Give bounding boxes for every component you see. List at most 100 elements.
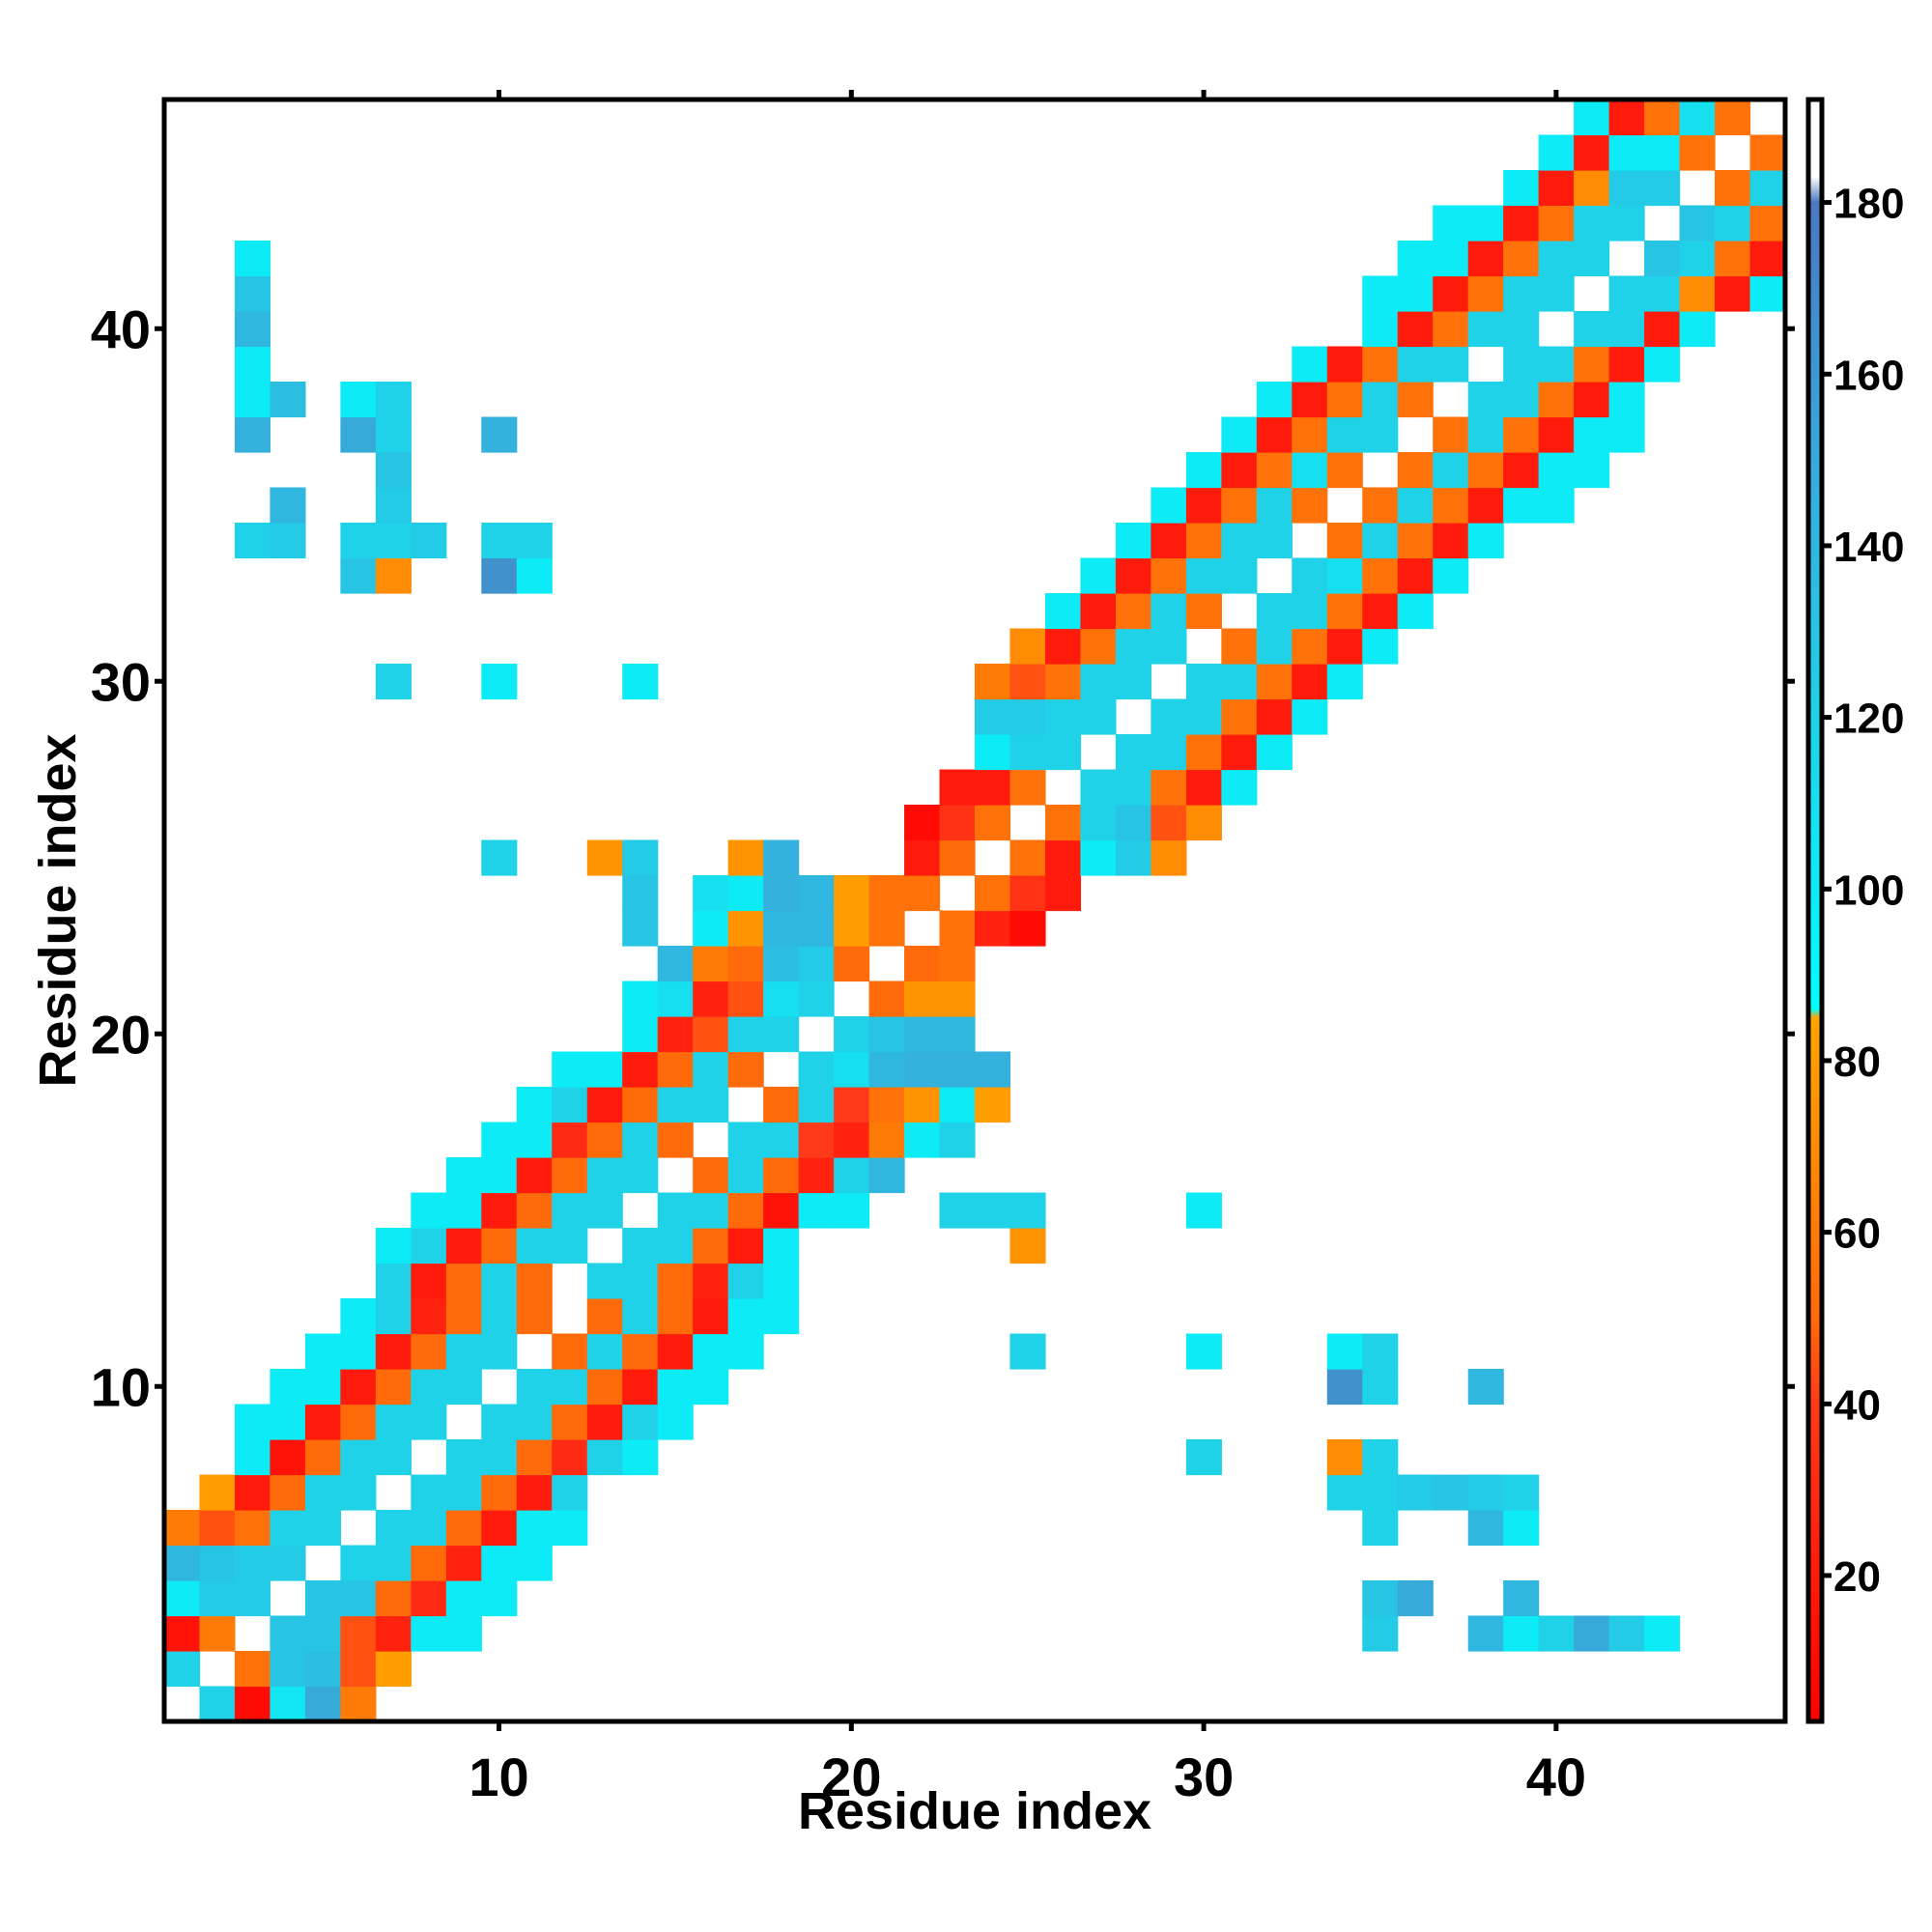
heatmap-cell [1503, 311, 1540, 348]
heatmap-cell [763, 1263, 800, 1299]
heatmap-cell [693, 980, 729, 1017]
heatmap-cell [763, 946, 800, 982]
heatmap-cell [1115, 523, 1151, 559]
heatmap-cell [798, 1051, 835, 1088]
heatmap-cell [1608, 205, 1645, 242]
heatmap-cell [1080, 628, 1117, 665]
heatmap-cell [481, 1333, 518, 1370]
heatmap-cell [445, 1228, 482, 1264]
heatmap-cell [445, 1510, 482, 1547]
heatmap-cell [1080, 805, 1117, 841]
heatmap-cell [1467, 452, 1504, 489]
heatmap-cell [1326, 1333, 1363, 1370]
heatmap-cell [304, 1404, 341, 1440]
heatmap-cell [1397, 452, 1434, 489]
heatmap-cell [1467, 1615, 1504, 1652]
heatmap-cell [1433, 416, 1469, 453]
heatmap-cell [1185, 698, 1222, 735]
heatmap-cell [516, 1474, 553, 1511]
heatmap-cell [868, 910, 905, 947]
heatmap-cell [199, 1615, 236, 1652]
heatmap-cell [340, 416, 377, 453]
heatmap-cell [1362, 1510, 1399, 1547]
heatmap-cell [1362, 557, 1399, 594]
heatmap-cell [868, 1122, 905, 1158]
heatmap-cell [1292, 452, 1328, 489]
heatmap-cell [1185, 769, 1222, 806]
heatmap-cell [340, 382, 377, 418]
heatmap-cell [1362, 1580, 1399, 1617]
heatmap-cell [1009, 839, 1046, 876]
heatmap-cell [411, 1263, 447, 1299]
heatmap-cell [1044, 628, 1082, 665]
heatmap-cell [798, 1087, 835, 1123]
heatmap-cell [1715, 205, 1751, 242]
heatmap-cell [727, 1051, 764, 1088]
heatmap-cell [1538, 487, 1575, 524]
heatmap-cell [1009, 910, 1046, 947]
heatmap-cell [763, 980, 800, 1017]
heatmap-cell [481, 1510, 518, 1547]
heatmap-cell [1009, 734, 1046, 771]
heatmap-cell [727, 875, 764, 912]
heatmap-cell [199, 1474, 236, 1511]
heatmap-cell [1185, 557, 1222, 594]
heatmap-cell [1538, 170, 1575, 207]
heatmap-cell [340, 1333, 377, 1370]
heatmap-cell [1292, 664, 1328, 700]
heatmap-cell [657, 1404, 694, 1440]
heatmap-cell [552, 1404, 588, 1440]
heatmap-cell [445, 1474, 482, 1511]
heatmap-cell [411, 1510, 447, 1547]
heatmap-cell [1151, 769, 1187, 806]
heatmap-cell [904, 1051, 941, 1088]
heatmap-cell [939, 1051, 976, 1088]
heatmap-cell [693, 1192, 729, 1229]
heatmap-cell [375, 487, 412, 524]
heatmap-cell [270, 1439, 306, 1476]
heatmap-cell [1433, 452, 1469, 489]
heatmap-cell [727, 839, 764, 876]
heatmap-cell [1292, 557, 1328, 594]
heatmap-cell [1362, 416, 1399, 453]
heatmap-cell [1644, 241, 1681, 277]
heatmap-cell [1503, 1615, 1540, 1652]
heatmap-cell [375, 1545, 412, 1581]
heatmap-cell [270, 523, 306, 559]
heatmap-cell [1256, 523, 1293, 559]
heatmap-cell [1185, 664, 1222, 700]
heatmap-cell [1644, 275, 1681, 312]
heatmap-cell [1362, 1439, 1399, 1476]
heatmap-cell [411, 1580, 447, 1617]
heatmap-cell [1538, 134, 1575, 171]
heatmap-cell [1433, 487, 1469, 524]
heatmap-cell [1467, 205, 1504, 242]
heatmap-cell [234, 1439, 271, 1476]
heatmap-cell [1608, 134, 1645, 171]
heatmap-cell [939, 1192, 976, 1229]
heatmap-cell [375, 664, 412, 700]
heatmap-cell [411, 523, 447, 559]
heatmap-cell [1044, 805, 1082, 841]
heatmap-cell [552, 1369, 588, 1406]
heatmap-cell [1080, 769, 1117, 806]
heatmap-cell [586, 1333, 623, 1370]
heatmap-cell [657, 1333, 694, 1370]
heatmap-cell [868, 1087, 905, 1123]
heatmap-cell [1326, 452, 1363, 489]
heatmap-cell [270, 1369, 306, 1406]
heatmap-cell [1467, 416, 1504, 453]
heatmap-cell [340, 1298, 377, 1335]
x-tick-label: 20 [821, 1747, 881, 1807]
heatmap-cell [270, 382, 306, 418]
heatmap-cell [411, 1333, 447, 1370]
heatmap-cell [1256, 664, 1293, 700]
heatmap-cell [1503, 241, 1540, 277]
heatmap-cell [1503, 170, 1540, 207]
heatmap-cell [1433, 523, 1469, 559]
heatmap-cell [1397, 275, 1434, 312]
heatmap-cell [375, 557, 412, 594]
heatmap-cell [763, 1192, 800, 1229]
heatmap-cell [1644, 170, 1681, 207]
heatmap-cell [1467, 275, 1504, 312]
